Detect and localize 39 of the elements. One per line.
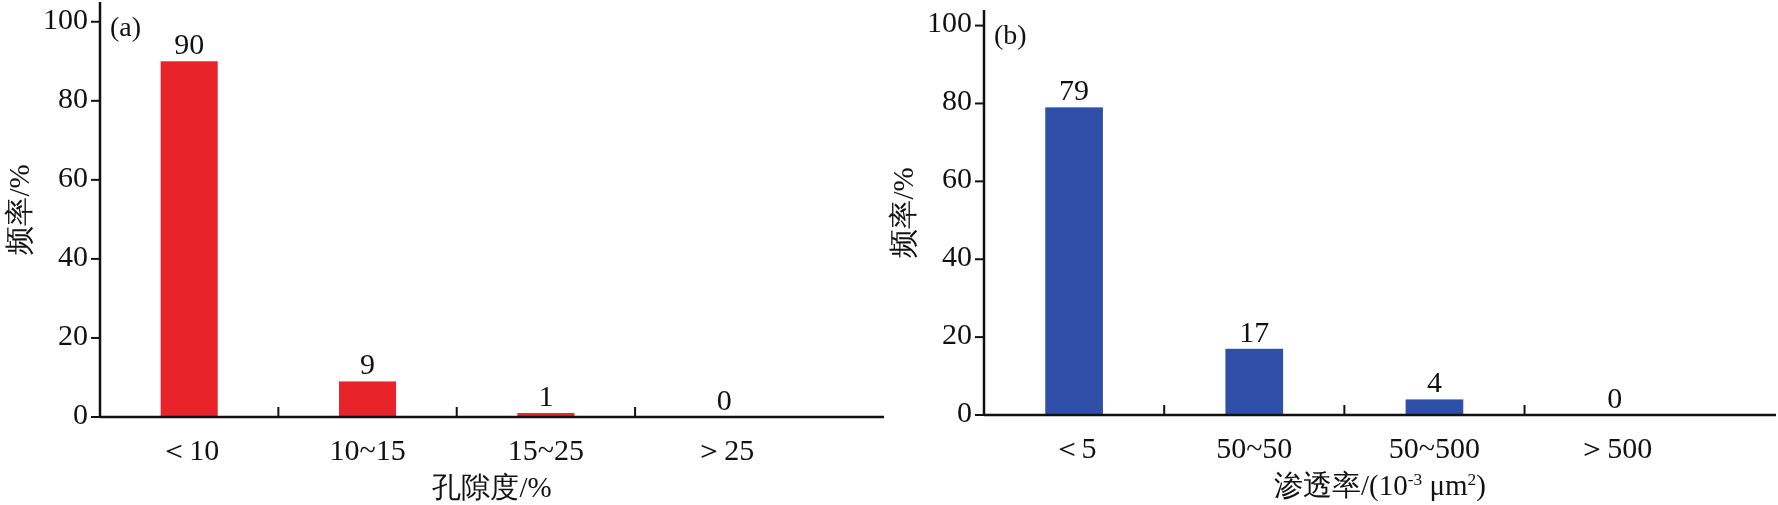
y-tick-label: 80 <box>942 83 972 117</box>
x-axis-title: 孔隙度/% <box>432 471 552 503</box>
x-tick-label: ＞25 <box>694 433 755 466</box>
x-axis-title: 渗透率/(10$^{-3}$ μm$^{2}$) <box>1274 469 1486 502</box>
y-tick-label: 80 <box>58 80 88 114</box>
data-label: 0 <box>1607 381 1623 414</box>
y-axis-title: 频率/% <box>2 164 35 255</box>
data-label: 17 <box>1239 314 1270 348</box>
x-tick-label: 15~25 <box>507 433 585 466</box>
bar <box>1225 348 1284 415</box>
y-tick-label: 60 <box>942 161 972 195</box>
y-tick-label: 100 <box>927 5 972 39</box>
x-tick-label: 10~15 <box>329 433 406 466</box>
data-label: 9 <box>360 347 376 381</box>
y-axis-title: 频率/% <box>886 167 919 258</box>
y-tick-label: 100 <box>43 1 88 35</box>
data-label: 90 <box>174 27 205 61</box>
y-tick-label: 0 <box>957 394 972 428</box>
data-label: 79 <box>1059 73 1090 107</box>
y-tick-label: 0 <box>73 396 88 430</box>
x-tick-label: ＞500 <box>1577 431 1653 464</box>
data-label: 4 <box>1426 365 1442 399</box>
y-tick-label: 20 <box>58 317 88 351</box>
x-tick-label: 50~500 <box>1388 431 1481 464</box>
x-tick-label: 50~50 <box>1216 431 1293 464</box>
data-label: 1 <box>538 379 554 413</box>
chart-title: (b) <box>994 19 1027 50</box>
x-tick-label: ＜10 <box>159 433 220 466</box>
bar <box>160 61 218 417</box>
bar <box>339 381 397 417</box>
chart-title: (a) <box>110 11 142 42</box>
bar <box>1405 399 1464 415</box>
y-tick-label: 20 <box>942 317 972 351</box>
y-tick-label: 40 <box>58 238 88 272</box>
y-tick-label: 60 <box>58 159 88 193</box>
x-tick-label: ＜5 <box>1051 431 1097 464</box>
data-label: 0 <box>716 383 732 416</box>
y-tick-label: 40 <box>942 239 972 273</box>
bar <box>1045 107 1103 415</box>
